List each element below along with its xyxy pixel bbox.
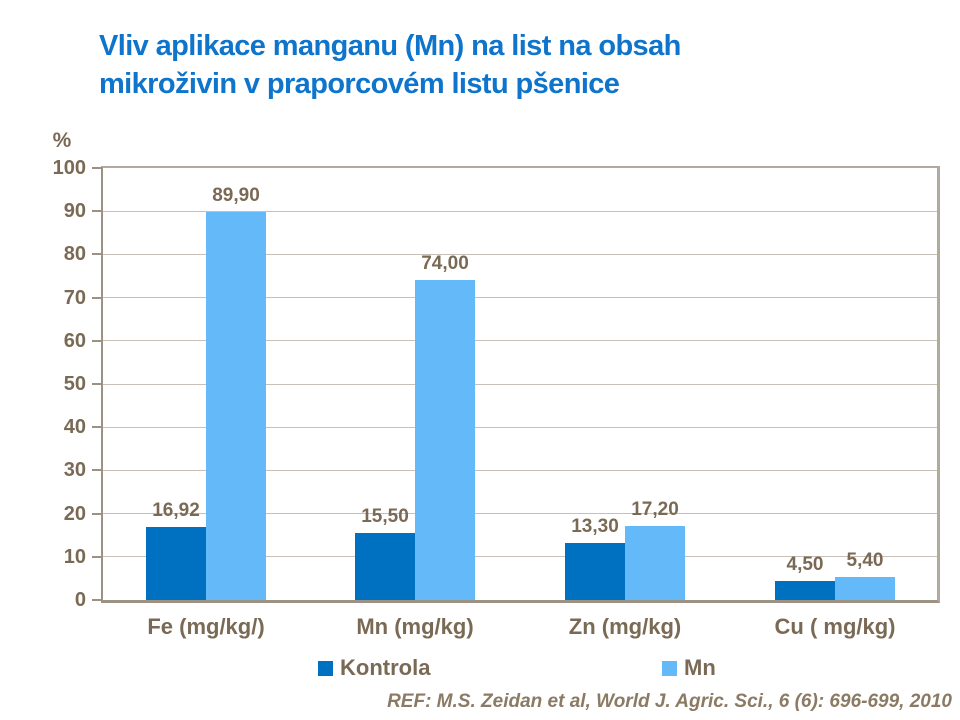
y-tick-mark-10 xyxy=(92,555,101,558)
y-tick-label-40: 40 xyxy=(63,416,86,439)
bar-kontrola-0 xyxy=(146,526,206,600)
gridline-80 xyxy=(103,253,937,255)
category-label-3: Cu ( mg/kg) xyxy=(774,614,896,639)
y-tick-label-60: 60 xyxy=(63,329,86,352)
y-tick-label-100: 100 xyxy=(52,157,86,179)
gridline-90 xyxy=(103,210,937,212)
category-label-1: Mn (mg/kg) xyxy=(356,614,474,639)
y-tick-label-20: 20 xyxy=(63,502,86,525)
y-tick-mark-30 xyxy=(92,469,101,472)
y-axis-unit-label: % xyxy=(52,129,72,152)
legend-label-kontrola: Kontrola xyxy=(340,655,431,680)
bar-kontrola-3 xyxy=(775,580,835,600)
value-label-mn-2: 17,20 xyxy=(631,498,679,520)
bar-mn-3 xyxy=(835,576,895,600)
y-tick-mark-70 xyxy=(92,296,101,299)
bar-kontrola-2 xyxy=(565,542,625,600)
reference-citation: REF: M.S. Zeidan et al, World J. Agric. … xyxy=(387,691,952,712)
y-tick-mark-20 xyxy=(92,512,101,515)
gridline-60 xyxy=(103,340,937,342)
y-tick-mark-40 xyxy=(92,426,101,429)
y-tick-mark-80 xyxy=(92,253,101,256)
bar-mn-0 xyxy=(206,211,266,600)
value-label-mn-0: 89,90 xyxy=(212,184,260,206)
gridline-10 xyxy=(103,556,937,558)
legend-item-mn: Mn xyxy=(662,654,716,682)
chart-title: Vliv aplikace manganu (Mn) na list na ob… xyxy=(99,30,681,100)
y-tick-mark-100 xyxy=(92,167,101,169)
value-label-kontrola-0: 16,92 xyxy=(152,499,200,521)
category-label-0: Fe (mg/kg/) xyxy=(147,614,265,639)
y-tick-label-50: 50 xyxy=(63,373,86,395)
y-tick-mark-50 xyxy=(92,383,101,385)
legend-label-mn: Mn xyxy=(684,655,716,680)
y-tick-mark-60 xyxy=(92,339,101,342)
y-tick-label-0: 0 xyxy=(74,589,86,611)
value-label-kontrola-2: 13,30 xyxy=(571,515,619,537)
legend-swatch-mn xyxy=(662,660,677,676)
legend-item-kontrola: Kontrola xyxy=(318,654,430,682)
category-label-2: Zn (mg/kg) xyxy=(568,614,682,639)
gridline-30 xyxy=(103,469,937,471)
bar-mn-2 xyxy=(625,525,685,600)
y-tick-label-30: 30 xyxy=(63,459,86,482)
y-tick-label-10: 10 xyxy=(63,545,86,568)
value-label-mn-1: 74,00 xyxy=(421,253,469,275)
y-tick-label-70: 70 xyxy=(63,286,86,309)
gridline-40 xyxy=(103,426,937,428)
legend-swatch-kontrola xyxy=(318,660,333,676)
bar-mn-1 xyxy=(415,280,475,600)
y-tick-label-90: 90 xyxy=(63,200,86,223)
y-tick-label-80: 80 xyxy=(63,243,86,266)
value-label-kontrola-3: 4,50 xyxy=(786,553,824,575)
y-tick-mark-0 xyxy=(92,599,101,601)
y-tick-mark-90 xyxy=(92,210,101,213)
gridline-70 xyxy=(103,297,937,299)
plot-area: 16,92 89,90 15,50 74,00 13,30 17,20 4,50 5,40 xyxy=(101,166,940,603)
gridline-20 xyxy=(103,513,937,515)
value-label-kontrola-1: 15,50 xyxy=(361,506,409,528)
value-label-mn-3: 5,40 xyxy=(846,549,884,571)
bar-kontrola-1 xyxy=(355,533,415,600)
gridline-50 xyxy=(103,383,937,385)
